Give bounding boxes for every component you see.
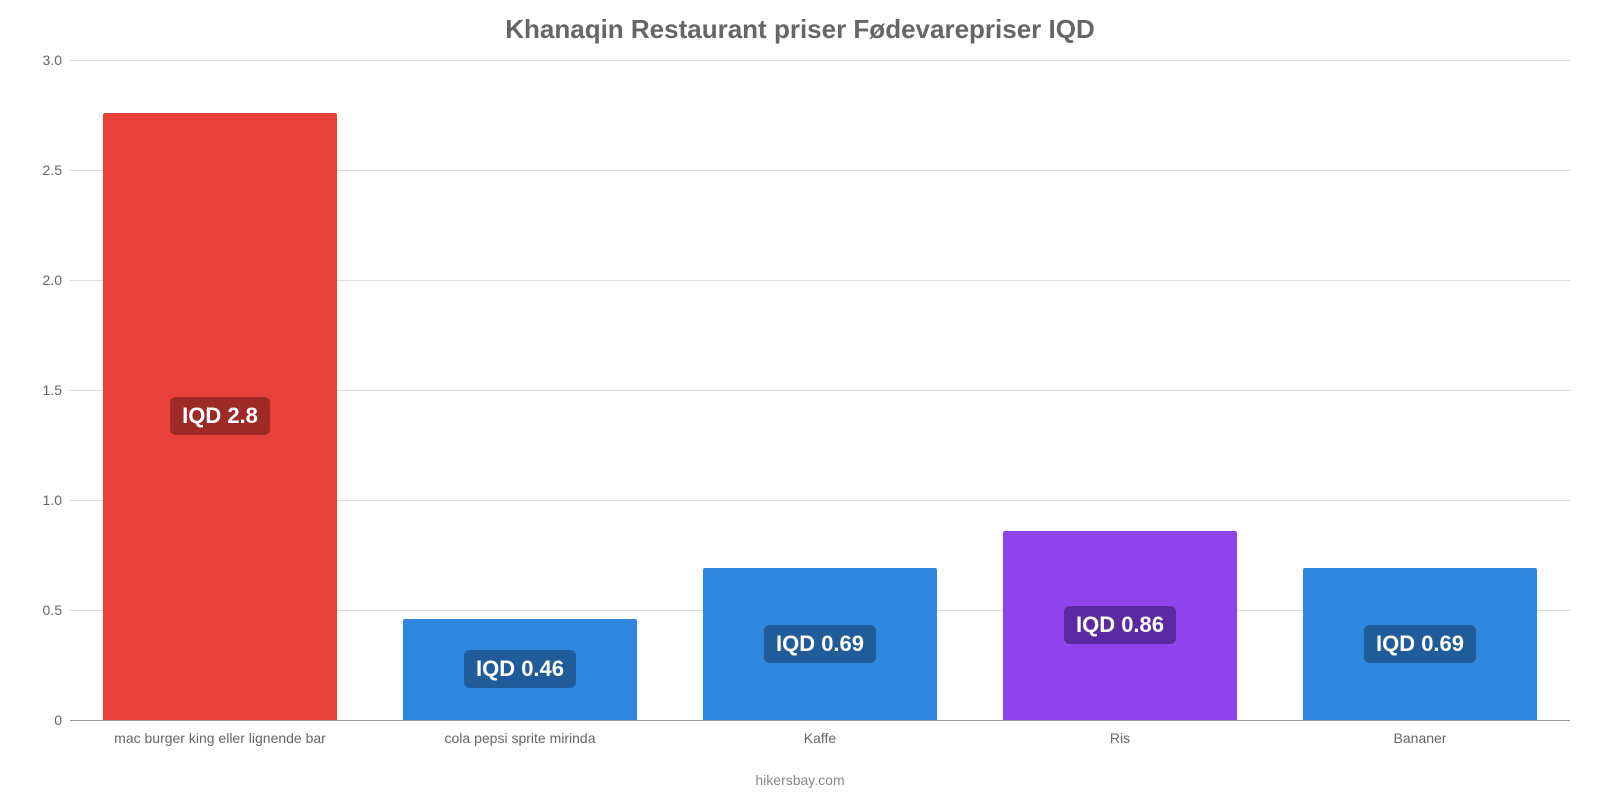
y-tick-label: 0.5 xyxy=(43,602,70,618)
x-tick-label: Kaffe xyxy=(804,730,836,746)
value-badge: IQD 0.69 xyxy=(764,625,876,663)
y-tick-label: 1.5 xyxy=(43,382,70,398)
value-badge: IQD 0.69 xyxy=(1364,625,1476,663)
value-badge: IQD 2.8 xyxy=(170,397,270,435)
x-tick-label: cola pepsi sprite mirinda xyxy=(445,730,596,746)
chart-footer: hikersbay.com xyxy=(0,772,1600,788)
y-tick-label: 0 xyxy=(54,712,70,728)
chart-container: Khanaqin Restaurant priser Fødevareprise… xyxy=(0,0,1600,800)
x-tick-label: Ris xyxy=(1110,730,1130,746)
plot-area: 00.51.01.52.02.53.0IQD 2.8IQD 0.46IQD 0.… xyxy=(70,60,1570,720)
x-tick-label: mac burger king eller lignende bar xyxy=(114,730,326,746)
y-tick-label: 1.0 xyxy=(43,492,70,508)
y-tick-label: 2.5 xyxy=(43,162,70,178)
grid-line xyxy=(70,720,1570,721)
chart-title: Khanaqin Restaurant priser Fødevareprise… xyxy=(0,0,1600,45)
bars-layer: IQD 2.8 IQD 0.46 IQD 0.69 IQD 0.86 IQD 0.69 xyxy=(70,60,1570,720)
x-tick-label: Bananer xyxy=(1394,730,1447,746)
y-tick-label: 3.0 xyxy=(43,52,70,68)
value-badge: IQD 0.46 xyxy=(464,650,576,688)
value-badge: IQD 0.86 xyxy=(1064,606,1176,644)
y-tick-label: 2.0 xyxy=(43,272,70,288)
